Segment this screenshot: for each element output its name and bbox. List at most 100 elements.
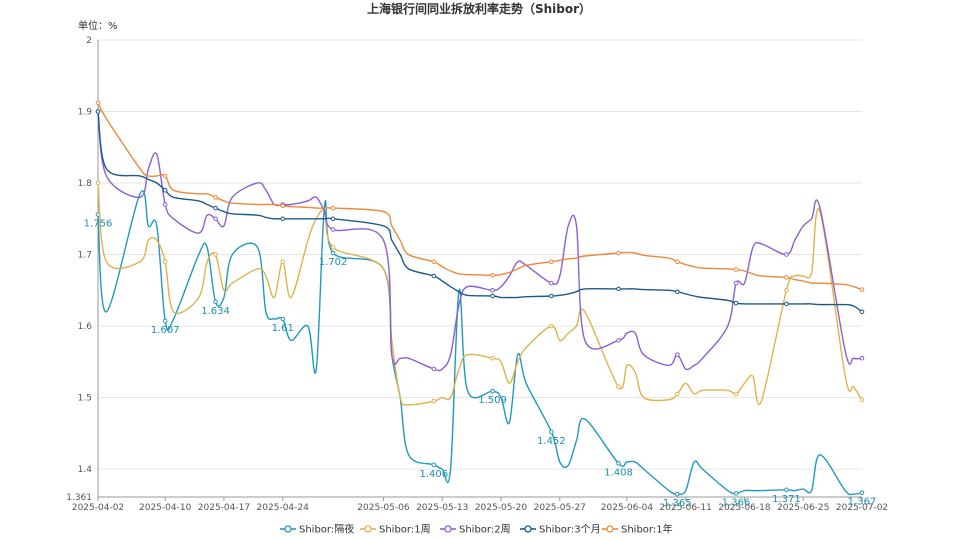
series-line [97,111,863,372]
data-point [784,252,789,257]
y-tick-label: 1.9 [78,108,93,118]
x-tick-label: 2025-04-02 [72,503,124,513]
legend-swatch-marker [606,525,614,533]
legend-label: Shibor:1周 [379,524,431,536]
x-tick-label: 2025-06-04 [601,503,654,513]
legend-item[interactable]: Shibor:1年 [602,523,673,536]
x-tick-label: 2025-05-13 [416,503,468,513]
y-tick-label: 1.5 [78,394,92,404]
data-point [616,338,621,343]
data-point [616,384,621,390]
legend-item[interactable]: Shibor:隔夜 [280,523,354,536]
data-point [431,259,437,265]
data-point [213,195,218,200]
data-point [330,250,336,256]
legend[interactable]: Shibor:隔夜 Shibor:1周 Shibor:2周 Shibor:3个月 Shi… [280,523,673,536]
data-point [213,205,218,211]
data-point [616,461,621,466]
data-point [431,398,437,404]
unit-label: 单位：% [78,19,118,32]
data-point [549,259,554,265]
data-label: 1.365 [663,498,692,509]
data-point [330,216,336,222]
data-point [859,355,865,361]
data-label: 1.509 [478,395,507,406]
y-tick-label: 1.6 [78,322,93,332]
data-point [490,388,495,394]
x-tick-label: 2025-04-24 [257,503,310,513]
data-point [280,316,286,322]
data-point [95,100,101,106]
x-tick-label: 2025-04-17 [198,503,250,513]
data-point [162,173,168,179]
data-point [330,245,336,250]
data-point [162,187,168,193]
data-point [213,252,218,257]
x-tick-label: 2025-06-18 [718,503,771,513]
data-point [280,259,286,265]
legend-item[interactable]: Shibor:2周 [440,524,511,536]
data-point [431,273,437,279]
x-tick-label: 2025-07-02 [836,503,888,513]
x-tick-label: 2025-04-10 [139,503,192,513]
data-point [674,391,680,397]
data-point [95,109,101,114]
data-label: 1.367 [848,497,877,508]
legend-label: Shibor:1年 [621,523,673,536]
x-tick-label: 2025-05-06 [357,503,410,513]
data-point [280,203,286,209]
data-point [549,429,554,435]
legend-swatch-marker [444,525,452,533]
data-point [674,352,680,357]
data-point [859,309,865,315]
data-point [490,272,495,278]
data-point [280,216,286,222]
data-point [784,288,789,293]
y-tick-label: 2 [86,36,92,46]
data-point [162,202,168,207]
data-point [549,323,554,329]
data-label: 1.702 [319,257,348,268]
data-label: 1.634 [201,306,230,317]
series-line [97,182,863,406]
data-point [859,287,865,292]
y-tick-label: 1.8 [78,179,93,189]
y-tick-label: 1.4 [78,465,93,475]
series-lines [95,100,865,497]
legend-item[interactable]: Shibor:1周 [360,524,431,536]
data-point [162,259,168,265]
x-tick-label: 2025-06-11 [660,503,712,513]
data-point [859,397,865,403]
data-label: 1.408 [604,467,633,478]
series-group [95,109,865,315]
data-point [784,487,789,493]
legend-label: Shibor:隔夜 [299,523,354,536]
y-tick-label: 1.7 [78,251,92,261]
series-group [95,190,865,497]
data-point [490,293,495,299]
data-point [616,286,621,292]
data-label: 1.366 [722,497,751,508]
chart-title: 上海银行间同业拆放利率走势（Shibor） [367,1,591,16]
data-point [431,366,437,372]
data-point [733,280,739,286]
data-point [616,250,621,256]
data-point [213,216,218,222]
data-point [733,491,739,496]
data-point [674,491,680,497]
data-label: 1.756 [84,219,113,230]
data-point [549,280,554,286]
data-label: 1.452 [537,436,566,447]
data-point [330,227,336,232]
legend-item[interactable]: Shibor:3个月 [520,524,601,536]
series-group [95,180,865,406]
data-point [213,299,218,305]
data-label: 1.406 [420,469,449,480]
data-point [733,267,739,272]
data-point [549,293,554,299]
data-point [784,275,789,280]
data-point [859,490,865,496]
data-point [330,205,336,211]
legend-label: Shibor:3个月 [539,524,601,536]
